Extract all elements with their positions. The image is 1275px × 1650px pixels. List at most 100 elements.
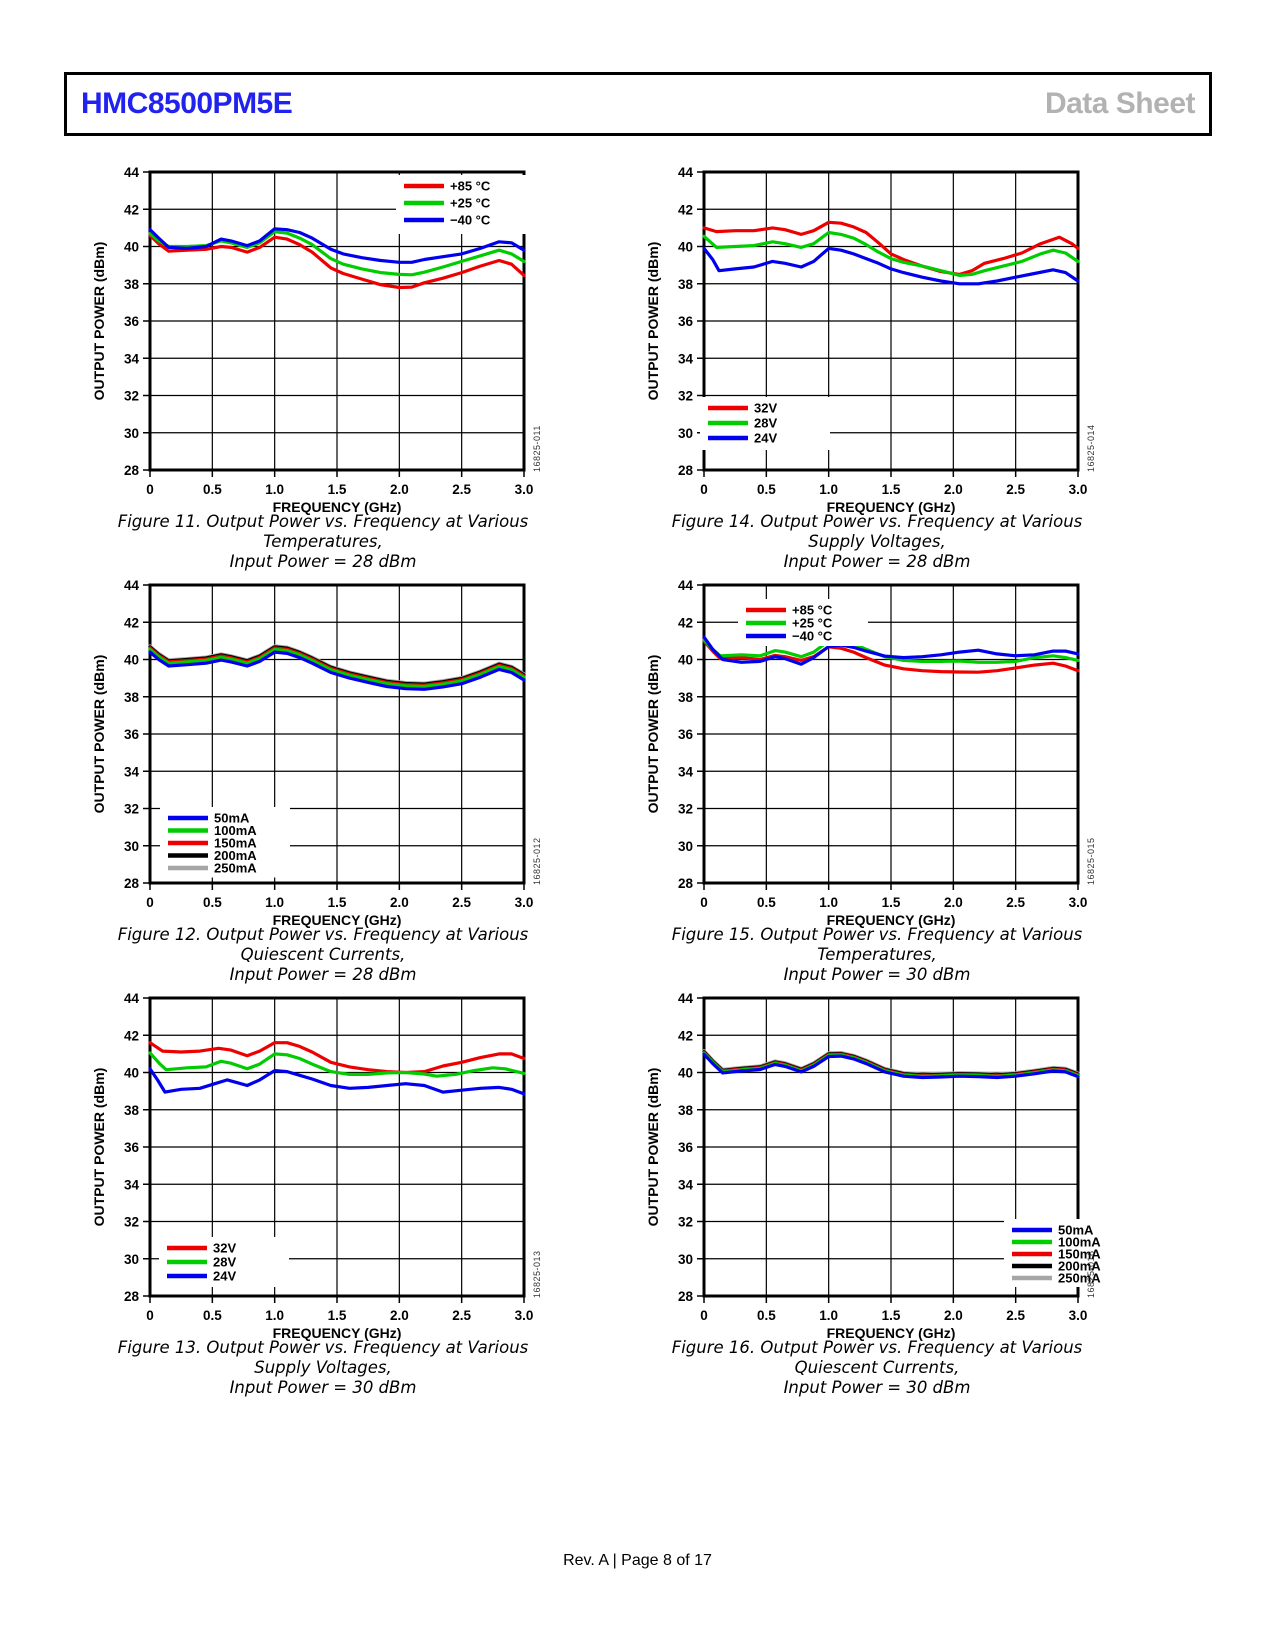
x-tick-label: 1.0 [819,1308,838,1323]
x-tick-label: 3.0 [1069,1308,1088,1323]
x-tick-label: 1.5 [328,482,347,497]
page-header: HMC8500PM5E Data Sheet [64,72,1212,136]
figure-15-block: 0 0.5 1.0 1.5 2.0 2.5 3.0 28 30 32 34 36 38 40 42 44 FRE… [642,575,1112,985]
x-tick-label: 0.5 [757,895,776,910]
y-tick-label: 44 [124,578,140,593]
plot-border [148,583,526,885]
caption-line-2: Input Power = 30 dBm [229,1378,417,1397]
y-tick-label: 30 [124,839,139,854]
y-tick-label: 42 [678,615,693,630]
figure-16-block: 0 0.5 1.0 1.5 2.0 2.5 3.0 28 30 32 34 36 38 40 42 44 FRE… [642,988,1134,1398]
legend-label-−40°C: −40 °C [792,629,833,644]
x-tick-label: 0 [700,1308,708,1323]
x-axis-title: FREQUENCY (GHz) [827,499,956,515]
x-tick-label: 1.5 [882,482,901,497]
figure-14-caption: Figure 14. Output Power vs. Frequency at… [642,512,1112,572]
x-tick-label: 3.0 [1069,482,1088,497]
x-tick-label: 0.5 [203,482,222,497]
series-line-28V [702,230,1080,278]
x-tick-label: 2.0 [390,482,409,497]
figure-code: 16825-014 [1086,424,1096,472]
y-tick-label: 32 [124,389,139,404]
x-tick-label: 0 [700,482,708,497]
y-tick-label: 40 [124,653,139,668]
legend-label-28V: 28V [754,416,777,431]
series-line-32V [148,1041,526,1075]
plot-border [148,996,526,1298]
caption-line-1: Figure 15. Output Power vs. Frequency at… [671,925,1083,964]
x-tick-label: 1.0 [265,482,284,497]
series-line-50mA [702,1052,1080,1080]
figure-13-caption: Figure 13. Output Power vs. Frequency at… [88,1338,558,1398]
y-tick-label: 40 [678,240,693,255]
figure-code: 16825-011 [532,425,542,472]
legend-label-+25°C: +25 °C [792,616,833,631]
legend-label-28V: 28V [213,1255,236,1270]
y-tick-label: 28 [678,876,694,891]
y-tick-label: 34 [678,1177,694,1192]
document-type-label: Data Sheet [1044,87,1196,120]
y-tick-label: 36 [124,727,140,742]
y-axis-title: OUTPUT POWER (dBm) [91,1068,107,1227]
legend-label-250mA: 250mA [214,861,257,876]
y-tick-label: 36 [678,727,694,742]
legend-label-24V: 24V [213,1269,236,1284]
x-axis-title: FREQUENCY (GHz) [273,1325,402,1341]
y-tick-label: 30 [678,839,693,854]
x-tick-label: 1.5 [882,895,901,910]
y-tick-label: 32 [124,1215,139,1230]
y-tick-label: 34 [124,1177,140,1192]
caption-line-1: Figure 14. Output Power vs. Frequency at… [671,512,1083,551]
x-tick-label: 2.0 [390,895,409,910]
y-tick-label: 42 [124,1028,139,1043]
y-tick-label: 38 [678,690,694,705]
y-tick-label: 34 [124,764,140,779]
plot-border [148,170,526,472]
figure-12-caption: Figure 12. Output Power vs. Frequency at… [88,925,558,985]
y-tick-label: 38 [678,277,694,292]
legend-label-250mA: 250mA [1058,1271,1101,1286]
figure-15-caption: Figure 15. Output Power vs. Frequency at… [642,925,1112,985]
series-line-28V [148,1051,526,1078]
x-tick-label: 2.5 [452,482,471,497]
legend-label-32V: 32V [213,1241,236,1256]
legend-label-+85°C: +85 °C [450,179,491,194]
caption-line-2: Input Power = 28 dBm [229,552,417,571]
x-tick-label: 0.5 [757,482,776,497]
figure-12-block: 0 0.5 1.0 1.5 2.0 2.5 3.0 28 30 32 34 36 38 40 42 44 FRE… [88,575,558,985]
caption-line-1: Figure 13. Output Power vs. Frequency at… [117,1338,529,1377]
x-axis-title: FREQUENCY (GHz) [273,499,402,515]
figure-14-chart: 0 0.5 1.0 1.5 2.0 2.5 3.0 28 30 32 34 36 38 40 42 44 FRE… [645,165,1096,515]
series-line-−40°C [148,227,526,264]
x-tick-label: 3.0 [1069,895,1088,910]
x-tick-label: 2.5 [1006,1308,1025,1323]
x-tick-label: 0 [146,482,154,497]
y-tick-label: 30 [678,1252,693,1267]
x-tick-label: 0.5 [757,1308,776,1323]
y-tick-label: 30 [678,426,693,441]
y-tick-label: 38 [124,1103,140,1118]
page-footer: Rev. A | Page 8 of 17 [563,1552,712,1569]
x-tick-label: 0 [700,895,708,910]
figure-code: 16825-016 [1086,1250,1096,1298]
y-tick-label: 42 [124,615,139,630]
y-tick-label: 34 [678,351,694,366]
figure-14-block: 0 0.5 1.0 1.5 2.0 2.5 3.0 28 30 32 34 36 38 40 42 44 FRE… [642,162,1112,572]
series-line-+85°C [148,233,526,290]
x-axis-title: FREQUENCY (GHz) [273,912,402,928]
legend-label-200mA: 200mA [214,848,257,863]
figure-16-caption: Figure 16. Output Power vs. Frequency at… [642,1338,1112,1398]
series-line-−40°C [702,635,1080,666]
y-tick-label: 36 [124,1140,140,1155]
legend-label-+25°C: +25 °C [450,196,491,211]
series-line-32V [702,220,1080,277]
legend-label-100mA: 100mA [1058,1235,1101,1250]
figure-code: 16825-012 [532,837,542,885]
y-tick-label: 34 [678,764,694,779]
y-axis-title: OUTPUT POWER (dBm) [645,242,661,401]
y-axis-title: OUTPUT POWER (dBm) [645,1068,661,1227]
y-tick-label: 42 [678,202,693,217]
figure-12-chart: 0 0.5 1.0 1.5 2.0 2.5 3.0 28 30 32 34 36 38 40 42 44 FRE… [91,578,542,928]
legend-label-150mA: 150mA [1058,1247,1101,1262]
